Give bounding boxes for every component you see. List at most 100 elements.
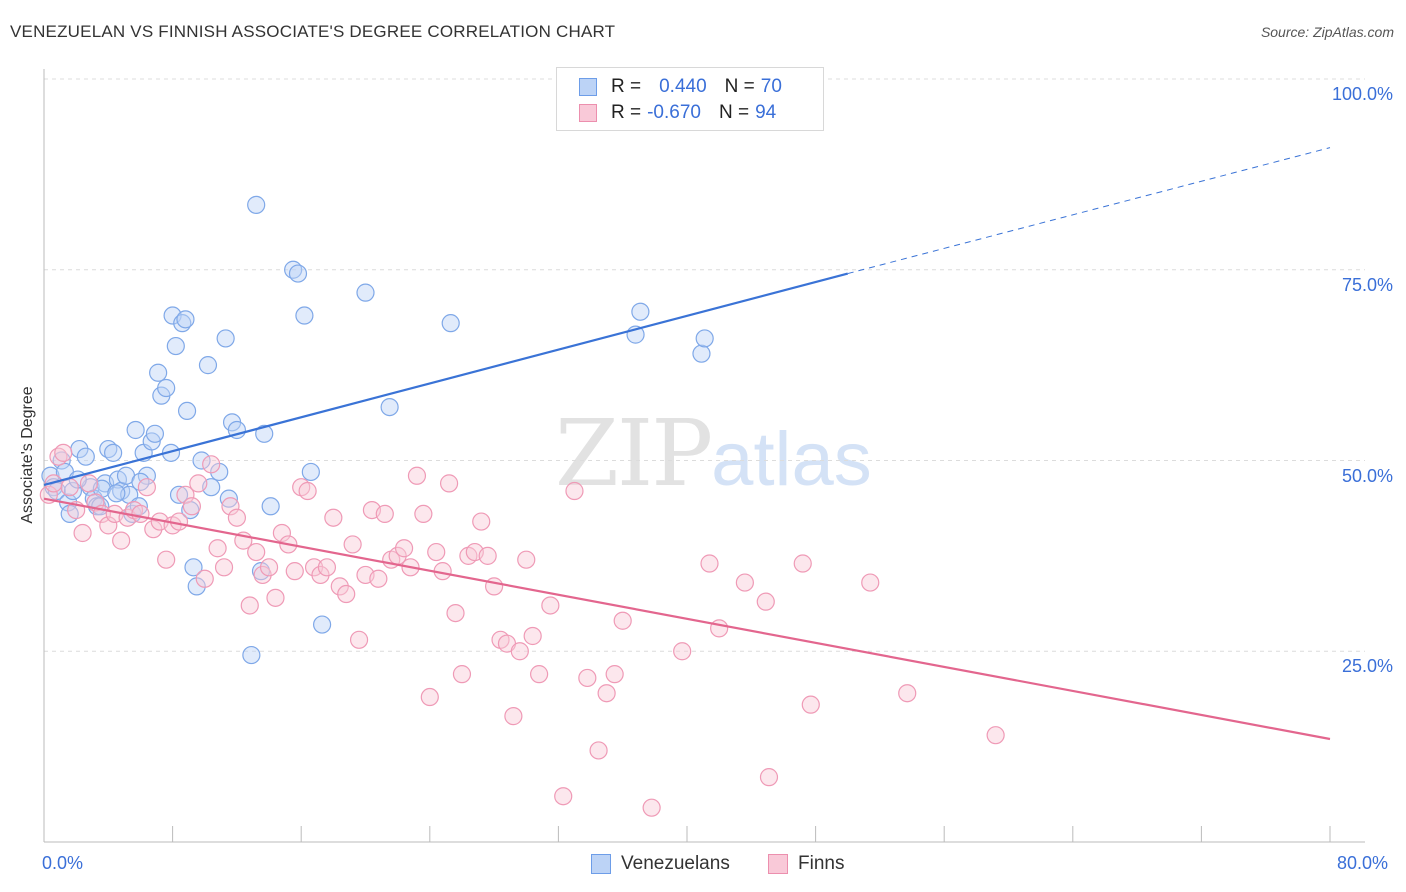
data-point-finns — [446, 603, 465, 623]
data-point-venezuelans — [631, 302, 650, 321]
legend-r-label: R = — [611, 76, 642, 97]
data-point-finns — [208, 539, 227, 558]
data-point-finns — [597, 684, 616, 703]
data-point-finns — [330, 577, 349, 596]
data-point-finns — [578, 668, 597, 688]
bottom-legend-finns[interactable]: Finns — [768, 852, 844, 876]
data-point-finns — [137, 478, 156, 497]
data-point-finns — [176, 485, 195, 504]
y-axis-label: Associate's Degree — [19, 386, 36, 524]
trend-lines — [43, 147, 1331, 741]
data-point-venezuelans — [149, 363, 168, 382]
data-point-finns — [541, 596, 560, 615]
data-point-finns — [112, 531, 131, 550]
data-point-finns — [324, 508, 343, 527]
data-point-finns — [530, 665, 549, 684]
bottom-legend-venezuelans[interactable]: Venezuelans — [591, 852, 730, 876]
bottom-legend-label: Finns — [798, 853, 845, 874]
trend-line-finns — [43, 497, 1331, 741]
legend-r-label: R = — [611, 102, 642, 123]
bottom-legend-label: Venezuelans — [621, 853, 730, 874]
data-point-venezuelans — [301, 462, 320, 482]
data-point-venezuelans — [145, 424, 165, 443]
data-point-finns — [700, 554, 719, 573]
data-point-finns — [202, 455, 221, 474]
data-point-venezuelans — [216, 329, 235, 348]
data-point-finns — [735, 573, 754, 592]
x-tick-label-left: 0.0% — [42, 853, 84, 873]
data-point-venezuelans — [104, 443, 123, 462]
data-point-finns — [504, 707, 523, 726]
data-point-venezuelans — [166, 336, 185, 356]
data-point-finns — [478, 546, 497, 565]
data-point-finns — [554, 787, 573, 806]
legend-r-value: -0.670 — [647, 102, 701, 123]
data-point-finns — [79, 474, 99, 493]
data-point-finns — [304, 558, 324, 577]
data-point-finns — [285, 562, 304, 581]
data-point-venezuelans — [295, 306, 314, 325]
legend-n-label: N = — [718, 102, 750, 123]
y-tick-label: 100.0% — [1331, 84, 1393, 104]
data-point-finns — [801, 695, 820, 714]
data-point-finns — [221, 497, 240, 516]
data-point-finns — [247, 542, 266, 562]
data-point-finns — [169, 512, 189, 531]
data-point-venezuelans — [695, 329, 714, 348]
trend-line-extension-venezuelans — [847, 147, 1331, 275]
data-point-finns — [565, 481, 584, 501]
data-point-finns — [311, 565, 330, 585]
data-point-finns — [214, 558, 234, 577]
data-point-finns — [485, 577, 504, 596]
source-credit: Source: ZipAtlas.com — [1260, 24, 1394, 40]
bottom-legend-swatch-finns — [768, 854, 788, 874]
legend-n-label: N = — [724, 76, 755, 97]
data-point-finns — [375, 504, 394, 524]
data-point-finns — [99, 516, 118, 535]
data-point-finns — [195, 569, 214, 588]
legend-row-finns: R = -0.670 N = 94 — [579, 101, 776, 125]
legend-r-value: 0.440 — [659, 76, 707, 97]
data-point-finns — [131, 504, 150, 524]
data-point-finns — [227, 508, 246, 527]
legend-row-venezuelans: R = 0.440 N = 70 — [579, 75, 782, 99]
data-point-finns — [793, 554, 812, 573]
x-tick-label-right: 80.0% — [1337, 853, 1389, 873]
data-point-finns — [266, 588, 285, 607]
data-point-venezuelans — [356, 283, 375, 302]
data-point-finns — [272, 523, 292, 543]
data-point-finns — [394, 539, 414, 558]
data-point-venezuelans — [157, 378, 176, 398]
data-point-finns — [613, 611, 632, 630]
watermark: ZIPatlas — [555, 400, 872, 507]
data-point-venezuelans — [380, 397, 399, 417]
stats-legend: R = 0.440 N = 70 R = -0.670 N = 94 — [556, 67, 824, 131]
data-point-finns — [369, 569, 388, 588]
data-point-venezuelans — [192, 451, 211, 470]
data-point-finns — [517, 550, 536, 569]
data-point-venezuelans — [692, 344, 711, 363]
data-point-venezuelans — [176, 310, 195, 329]
data-point-venezuelans — [107, 484, 126, 503]
trend-line-venezuelans — [43, 272, 849, 486]
data-point-finns — [986, 726, 1005, 745]
axes — [43, 69, 1365, 843]
data-point-finns — [54, 443, 73, 462]
data-point-finns — [673, 642, 692, 661]
bottom-legend-swatch-venezuelans — [591, 854, 611, 874]
data-point-finns — [240, 596, 259, 615]
data-point-finns — [317, 558, 337, 577]
data-point-finns — [756, 592, 775, 611]
data-point-finns — [420, 687, 439, 707]
data-point-finns — [182, 497, 201, 516]
data-point-finns — [510, 642, 529, 661]
data-point-venezuelans — [76, 447, 95, 466]
data-point-finns — [349, 630, 369, 649]
data-point-venezuelans — [169, 485, 189, 504]
data-points — [39, 195, 1005, 817]
data-point-finns — [472, 512, 491, 531]
chart-title: VENEZUELAN VS FINNISH ASSOCIATE'S DEGREE… — [10, 22, 616, 41]
data-point-finns — [710, 619, 729, 638]
data-point-finns — [759, 768, 779, 787]
